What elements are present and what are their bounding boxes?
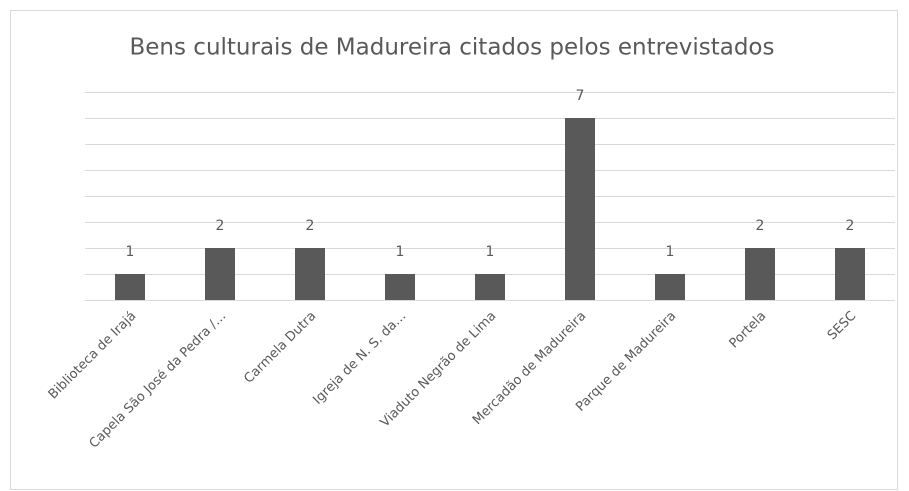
bar	[205, 248, 235, 300]
data-label: 1	[126, 244, 135, 260]
data-label: 2	[756, 218, 765, 234]
bar	[475, 274, 505, 300]
data-label: 7	[576, 88, 585, 104]
data-label: 2	[306, 218, 315, 234]
bar	[295, 248, 325, 300]
data-label: 2	[846, 218, 855, 234]
data-label: 1	[666, 244, 675, 260]
bar	[745, 248, 775, 300]
bar	[835, 248, 865, 300]
data-label: 1	[486, 244, 495, 260]
bar	[655, 274, 685, 300]
bar	[565, 118, 595, 300]
data-label: 2	[216, 218, 225, 234]
bar	[115, 274, 145, 300]
data-label: 1	[396, 244, 405, 260]
bar	[385, 274, 415, 300]
chart-title: Bens culturais de Madureira citados pelo…	[130, 35, 775, 61]
